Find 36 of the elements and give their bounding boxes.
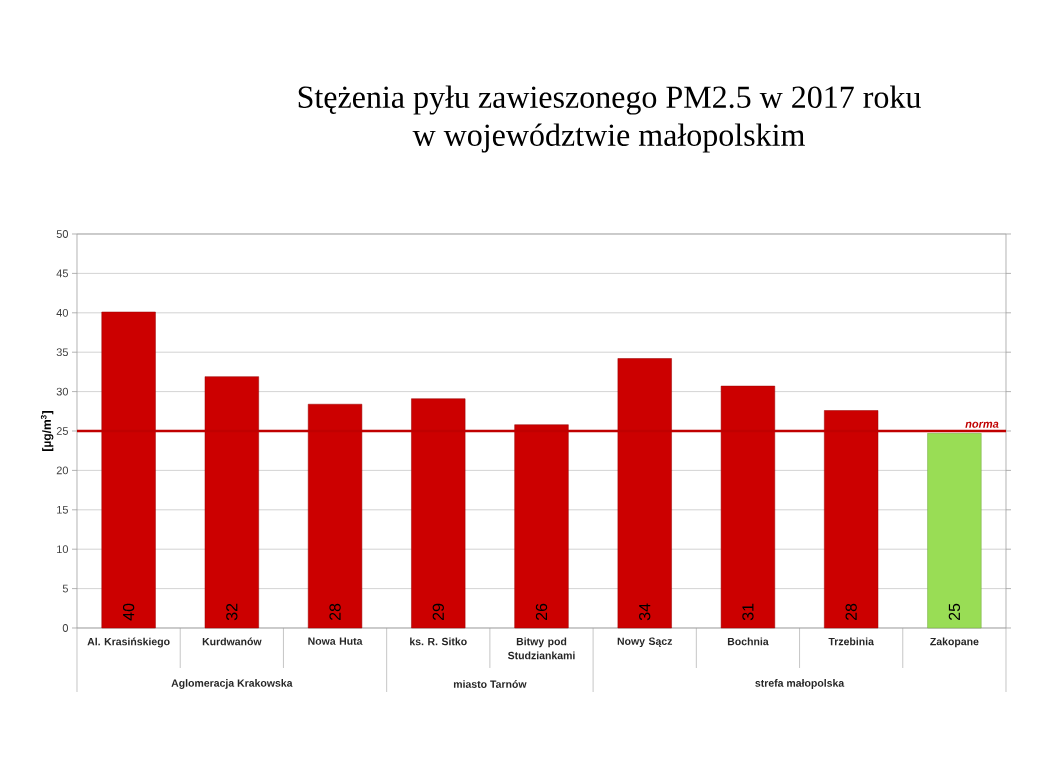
y-tick-label: 30 (56, 387, 69, 396)
x-tick-label: Trzebinia (828, 637, 874, 646)
y-tick-label: 20 (56, 466, 69, 475)
y-axis-title: [µg/m$^{3}$] (40, 411, 54, 451)
text: miasto Tarnów (453, 680, 527, 688)
data-label: 26 (535, 603, 548, 620)
x-tick-label: Nowy Sącz (617, 637, 673, 648)
data-label: 31 (742, 603, 754, 621)
y-tick-label: 35 (56, 348, 68, 357)
ref-line-label: norma (965, 421, 999, 428)
y-tick-label: 15 (57, 505, 68, 514)
data-label: 29 (432, 603, 444, 620)
data-label: 40 (122, 603, 135, 621)
data-label: 25 (948, 603, 961, 620)
x-tick-label: ks. R. Sitko (410, 637, 467, 646)
y-tick-label: 45 (56, 269, 68, 278)
chart-title: Stężenia pyłu zawieszonego PM2.5 w 2017 roku w województwie małopolskim (298, 85, 921, 153)
data-label: 28 (329, 603, 341, 620)
y-tick-label: 10 (57, 545, 69, 554)
y-tick-label: 25 (56, 427, 68, 435)
data-label: 34 (639, 603, 651, 621)
y-tick-label: 40 (56, 308, 69, 317)
x-tick-label: Nowa Huta (308, 637, 363, 645)
bar (927, 433, 982, 629)
text: strefa małopolska (755, 679, 845, 689)
x-tick-label: Zakopane (930, 637, 979, 648)
x-tick-label: Al. Krasińskiego (87, 637, 170, 648)
x-tick-label: Bochnia (727, 637, 769, 646)
text: Aglomeracja Krakowska (171, 679, 293, 689)
data-label: 28 (845, 603, 857, 620)
data-label: 32 (226, 603, 238, 621)
y-tick-label: 0 (62, 624, 69, 632)
y-tick-label: 5 (62, 584, 68, 593)
y-tick-label: 50 (56, 230, 69, 238)
x-tick-label: Kurdwanów (202, 637, 262, 646)
x-tick-label: Bitwy pod Studziankami (507, 637, 575, 660)
